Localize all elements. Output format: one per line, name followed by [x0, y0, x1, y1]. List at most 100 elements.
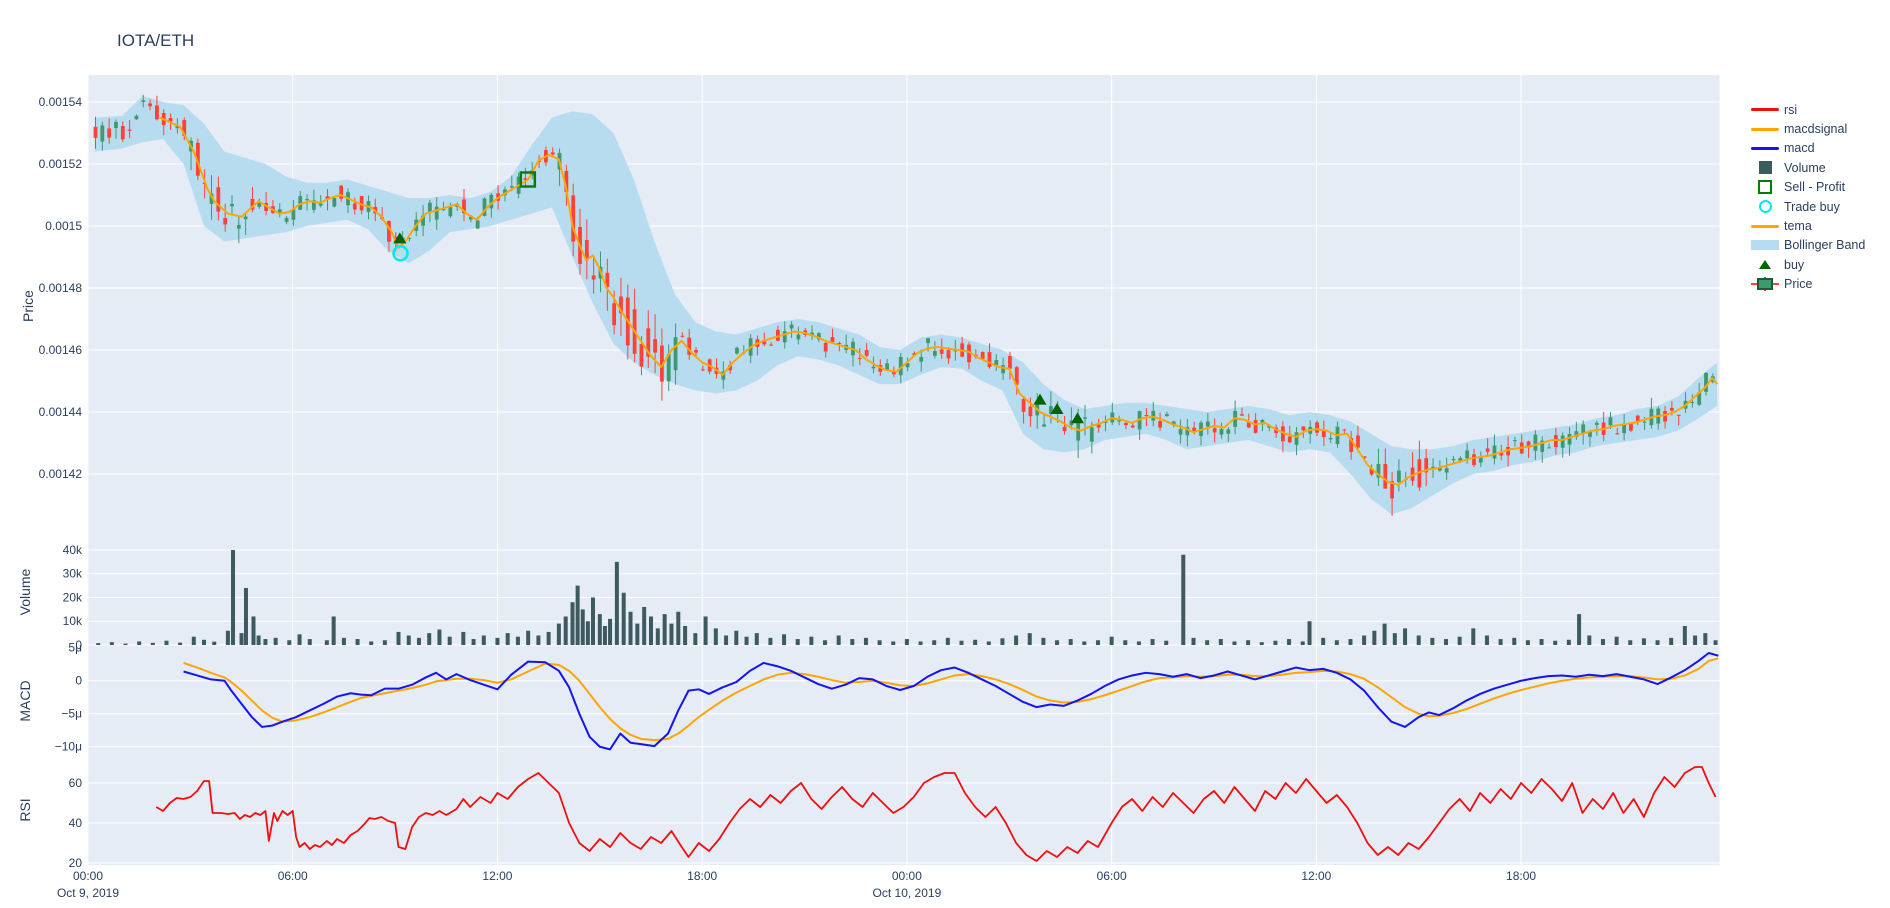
rsi-tick-label: 20 [69, 856, 83, 870]
legend-item-trade-buy[interactable]: Trade buy [1750, 197, 1890, 216]
volume-bar [1164, 640, 1169, 645]
legend-item-sell-profit[interactable]: Sell - Profit [1750, 178, 1890, 197]
legend-item-macd[interactable]: macd [1750, 139, 1890, 158]
volume-bar [396, 631, 401, 645]
volume-bar [1628, 640, 1633, 645]
legend-item-tema[interactable]: tema [1750, 216, 1890, 235]
volume-tick-label: 40k [63, 543, 83, 557]
buy-marker [1050, 402, 1064, 414]
volume-bar [570, 602, 575, 645]
macdsignal-line [183, 657, 1719, 742]
volume-bar [297, 634, 302, 645]
volume-bar [471, 639, 476, 645]
volume-bar [1457, 636, 1462, 645]
legend-label: buy [1784, 257, 1805, 272]
volume-bar [676, 611, 681, 645]
legend-label: Bollinger Band [1784, 238, 1866, 253]
legend-swatch-square-filled [1750, 161, 1780, 175]
volume-bar [481, 635, 486, 645]
volume-bar [164, 640, 169, 645]
volume-bar [1273, 640, 1278, 645]
volume-bar [655, 628, 660, 645]
chart-title: IOTA/ETH [117, 31, 194, 50]
legend-label: tema [1784, 219, 1812, 234]
volume-bar [1136, 641, 1141, 645]
volume-bar [1123, 640, 1128, 645]
volume-bar [355, 639, 360, 645]
legend-swatch-circle-open [1750, 200, 1780, 214]
volume-bar [1000, 638, 1005, 645]
price-tick-label: 0.00146 [39, 343, 83, 357]
legend-item-buy[interactable]: buy [1750, 255, 1890, 274]
legend-item-macdsignal[interactable]: macdsignal [1750, 119, 1890, 138]
volume-bar [1512, 637, 1517, 645]
volume-bar [263, 639, 268, 645]
volume-bar [1587, 635, 1592, 645]
volume-bar [703, 616, 708, 645]
x-tick-label: 06:00 [278, 869, 308, 883]
volume-bar [1539, 639, 1544, 645]
axis-tick-labels: 0.00154 0.00152 0.0015 0.00148 0.00146 0.0014… [39, 95, 1537, 900]
volume-bar [137, 641, 142, 645]
volume-bar [877, 640, 882, 645]
volume-bar [427, 633, 432, 645]
volume-bar [212, 641, 217, 645]
x-tick-label: 18:00 [1506, 869, 1536, 883]
legend-item-rsi[interactable]: rsi [1750, 100, 1890, 119]
volume-bar [1600, 639, 1605, 645]
rsi-tick-label: 60 [69, 776, 83, 790]
volume-bar [96, 643, 101, 645]
volume-bar [734, 630, 739, 645]
volume-bar [713, 628, 718, 645]
volume-bar [945, 637, 950, 645]
volume-bar [1095, 640, 1100, 645]
macd-tick-label: −10μ [55, 740, 82, 754]
volume-bar [1205, 640, 1210, 645]
volume-bar [1372, 630, 1377, 645]
volume-bar [416, 637, 421, 645]
volume-bar [744, 636, 749, 645]
volume-bar [191, 636, 196, 645]
volume-bar [683, 625, 688, 645]
legend-swatch-line [1750, 127, 1780, 131]
volume-bar [959, 640, 964, 645]
volume-bar [287, 640, 292, 645]
volume-bar [1068, 639, 1073, 645]
volume-bar [406, 635, 411, 645]
volume-bar [1498, 639, 1503, 645]
volume-bar [437, 629, 442, 645]
x-tick-label: 12:00 [1301, 869, 1331, 883]
volume-bar [863, 637, 868, 645]
volume-bar [1014, 635, 1019, 645]
volume-panel [96, 549, 1718, 645]
macd-panel [183, 652, 1719, 751]
volume-bar [1471, 628, 1476, 645]
macd-panel-bg [88, 645, 1720, 754]
volume-bar [614, 561, 619, 645]
plot-area[interactable] [88, 75, 1720, 865]
volume-bar [1641, 638, 1646, 645]
volume-bar [1362, 635, 1367, 645]
legend-swatch-band [1750, 240, 1780, 251]
price-tick-label: 0.00154 [39, 95, 83, 109]
volume-bar [973, 639, 978, 645]
price-panel [93, 94, 1719, 516]
buy-marker [393, 232, 407, 244]
price-tick-label: 0.0015 [45, 219, 82, 233]
price-tick-label: 0.00142 [39, 467, 83, 481]
volume-bar [986, 641, 991, 645]
volume-bar [1191, 637, 1196, 645]
legend-item-bollinger-band[interactable]: Bollinger Band [1750, 236, 1890, 255]
legend-item-price[interactable]: Price [1750, 275, 1890, 294]
legend-swatch-candlestick [1750, 276, 1780, 292]
volume-bar [231, 549, 236, 645]
volume-bar [590, 597, 595, 645]
legend-label: rsi [1784, 102, 1798, 117]
volume-bar [1287, 639, 1292, 645]
volume-tick-label: 20k [63, 590, 83, 604]
volume-bar [1181, 554, 1186, 645]
legend-item-volume[interactable]: Volume [1750, 158, 1890, 177]
volume-bar [642, 606, 647, 645]
volume-bar [782, 634, 787, 645]
volume-bar [1703, 633, 1708, 645]
